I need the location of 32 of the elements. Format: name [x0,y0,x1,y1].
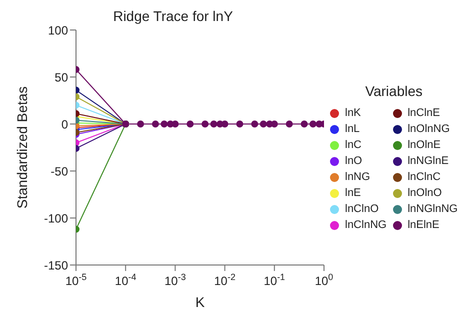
y-tick-label: 50 [54,70,68,84]
legend-label: lnOlnE [406,138,442,153]
x-tick-label: 10$^{-4}$ [114,272,136,288]
y-tick-label: 100 [48,23,68,38]
y-tick-label: -150 [44,258,68,272]
legend-label: lnClnNG [344,218,387,233]
x-axis-title: K [195,294,206,310]
legend-label: lnOlnO [406,186,443,201]
legend-label: lnO [344,154,364,169]
legend-label: lnClnE [406,106,441,121]
legend-label: lnC [344,138,363,153]
legend-label: lnOlnNG [406,122,451,137]
y-tick-label: -50 [50,164,68,178]
legend-label: lnK [344,106,362,121]
x-tick-label: 10$^{-2}$ [214,272,236,288]
y-tick-label: 0 [61,117,68,132]
legend-label: lnNGlnE [406,154,450,169]
x-tick-label: 10$^{-5}$ [65,272,87,288]
legend-label: lnE [344,186,362,201]
x-tick-label: 10$^{0}$ [314,272,334,288]
legend-title: Variables [364,83,424,99]
y-axis-title: Standardized Betas [14,86,30,209]
legend-label: lnClnC [406,170,442,185]
x-tick-label: 10$^{-3}$ [164,272,186,288]
legend-label: lnNGlnNG [406,202,458,217]
legend-label: lnElnE [406,218,440,233]
legend-label: lnL [344,122,361,137]
legend-label: lnNG [344,170,372,185]
chart-title: Ridge Trace for lnY [112,8,234,24]
y-tick-label: -100 [44,211,68,226]
x-tick-label: 10$^{-1}$ [264,272,286,288]
legend-label: lnClnO [344,202,380,217]
